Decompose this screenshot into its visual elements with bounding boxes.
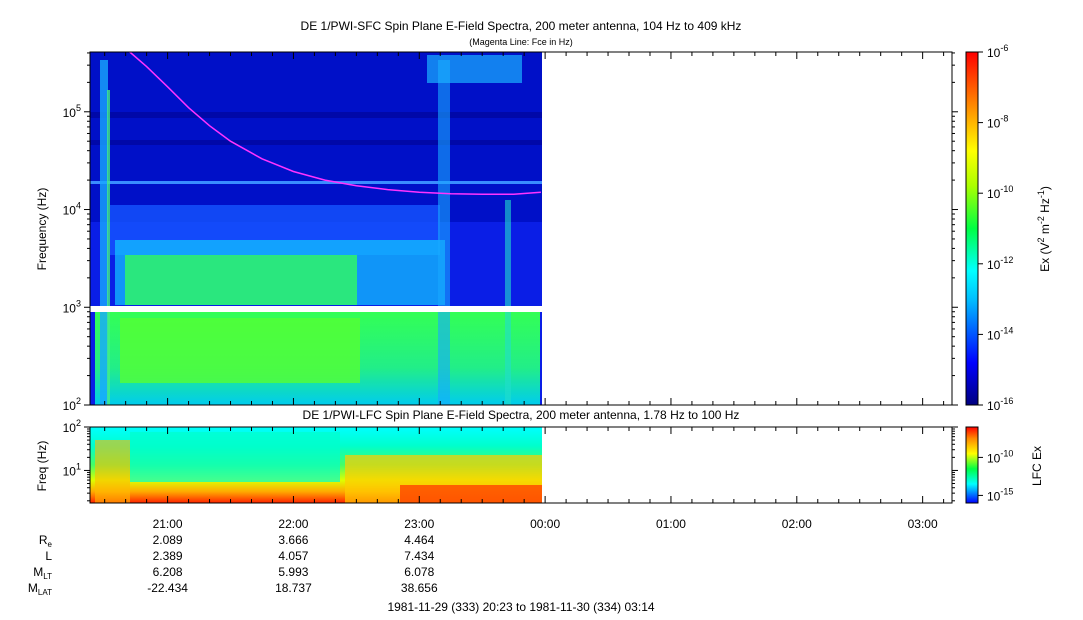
sfc-stripe-3 xyxy=(90,181,542,184)
ephemeris-value: -22.434 xyxy=(147,581,188,595)
sfc-burst-1 xyxy=(100,60,108,405)
sfc-colorbar xyxy=(965,51,979,406)
sfc-colorbar-tick-label: 10-6 xyxy=(987,43,1008,60)
lfc-spectrogram xyxy=(90,427,542,503)
ephemeris-row-label: Re xyxy=(39,533,53,549)
sfc-spectrogram xyxy=(90,52,542,405)
sfc-stripe-2 xyxy=(90,140,542,145)
sfc-subtitle: (Magenta Line: Fce in Hz) xyxy=(469,37,573,47)
sfc-burst-2 xyxy=(107,90,110,405)
ephemeris-value: 3.666 xyxy=(278,533,308,547)
lfc-colorbar-ticks: 10-10 10-15 xyxy=(978,448,1013,503)
lfc-frame xyxy=(89,426,953,504)
ephemeris-row-label: MLT xyxy=(33,565,52,581)
ephemeris-value: 6.208 xyxy=(153,565,183,579)
time-tick-label: 01:00 xyxy=(656,517,686,531)
lfc-strong-region xyxy=(400,485,542,503)
ephemeris-row-label: L xyxy=(45,549,52,563)
lfc-colorbar-label: LFC Ex xyxy=(1030,446,1044,486)
lfc-y-axis-right xyxy=(952,426,958,502)
lfc-y-axis: 101 102 xyxy=(63,418,90,502)
ephemeris-value: 7.434 xyxy=(404,549,434,563)
sfc-y-label: Frequency (Hz) xyxy=(35,188,49,271)
time-axis: 21:00 22:00 23:00 00:00 01:00 02:00 03:00 xyxy=(104,52,945,531)
lfc-plot-area xyxy=(90,427,952,503)
sfc-y-tick-label: 105 xyxy=(63,103,81,120)
lfc-quiet-region xyxy=(130,432,340,482)
time-tick-label: 00:00 xyxy=(530,517,560,531)
sfc-emission-upper xyxy=(125,255,357,305)
lfc-colorbar xyxy=(965,426,979,504)
ephemeris-value: 2.389 xyxy=(153,549,183,563)
sfc-colorbar-label: Ex (V2 m-2 Hz-1) xyxy=(1036,186,1052,272)
time-tick-label: 02:00 xyxy=(782,517,812,531)
ephemeris-row-label: MLAT xyxy=(28,581,52,597)
sfc-y-tick-label: 102 xyxy=(63,396,81,413)
time-tick-label: 22:00 xyxy=(278,517,308,531)
sfc-y-axis-right xyxy=(952,52,958,406)
time-tick-label: 21:00 xyxy=(153,517,183,531)
fce-line xyxy=(129,52,541,196)
lfc-y-tick-label: 101 xyxy=(63,461,81,478)
ephemeris-value: 4.057 xyxy=(278,549,308,563)
time-range-label: 1981-11-29 (333) 20:23 to 1981-11-30 (33… xyxy=(387,600,654,614)
sfc-burst-3 xyxy=(438,60,450,405)
sfc-y-tick-label: 104 xyxy=(63,201,81,218)
ephemeris-value: 5.993 xyxy=(278,565,308,579)
lfc-title: DE 1/PWI-LFC Spin Plane E-Field Spectra,… xyxy=(303,408,740,422)
sfc-frame xyxy=(89,51,953,406)
sfc-gap-band xyxy=(90,306,542,312)
ephemeris-value: 2.089 xyxy=(153,533,183,547)
lfc-colorbar-tick-label: 10-15 xyxy=(987,486,1013,503)
lfc-early-burst xyxy=(95,440,130,503)
sfc-y-axis: 102 103 104 105 xyxy=(63,52,90,413)
sfc-y-tick-label: 103 xyxy=(63,298,81,315)
lfc-y-tick-label: 102 xyxy=(63,418,81,435)
sfc-colorbar-tick-label: 10-12 xyxy=(987,255,1013,272)
ephemeris-table: Re 2.089 3.666 4.464 L 2.389 4.057 7.434 MLT 6.20… xyxy=(28,533,438,597)
ephemeris-value: 4.464 xyxy=(404,533,434,547)
sfc-colorbar-tick-label: 10-10 xyxy=(987,184,1013,201)
time-tick-label: 03:00 xyxy=(908,517,938,531)
lfc-colorbar-tick-label: 10-10 xyxy=(987,448,1013,465)
sfc-title: DE 1/PWI-SFC Spin Plane E-Field Spectra,… xyxy=(301,19,742,33)
sfc-burst-5 xyxy=(427,55,522,83)
lfc-y-label: Freq (Hz) xyxy=(35,441,49,492)
sfc-colorbar-ticks: 10-6 10-8 10-10 10-12 10-14 10-16 xyxy=(978,43,1013,413)
sfc-emission-core xyxy=(120,318,360,383)
sfc-colorbar-tick-label: 10-8 xyxy=(987,114,1008,131)
sfc-burst-4 xyxy=(505,200,511,405)
sfc-colorbar-tick-label: 10-14 xyxy=(987,325,1013,342)
sfc-plot-area xyxy=(90,52,952,405)
sfc-colorbar-tick-label: 10-16 xyxy=(987,396,1013,413)
ephemeris-value: 6.078 xyxy=(404,565,434,579)
time-tick-label: 23:00 xyxy=(404,517,434,531)
ephemeris-value: 38.656 xyxy=(401,581,438,595)
sfc-stripe-1 xyxy=(90,112,542,118)
ephemeris-value: 18.737 xyxy=(275,581,312,595)
